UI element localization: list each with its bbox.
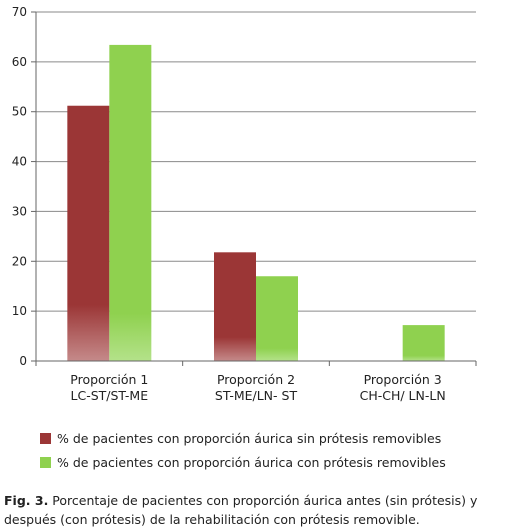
legend-item-series-2: % de pacientes con proporción áurica con… [40,452,446,472]
axis-labels: 0 10 20 30 40 50 60 70 Proporción 1LC-ST/ST-ME Pr… [12,5,446,403]
x-tick-label: Proporción 1 [70,372,148,387]
bar-series1-cat2 [214,252,256,361]
y-tick-label: 20 [12,254,27,268]
axes [31,11,477,366]
y-tick-label: 60 [12,55,27,69]
y-tick-label: 50 [12,105,27,119]
bars [67,44,445,362]
x-tick-label: ST-ME/LN- ST [215,388,298,403]
bar-series2-cat1 [109,44,152,362]
x-tick-label: Proporción 2 [217,372,295,387]
figure-caption-text: Porcentaje de pacientes con proporción á… [4,493,478,527]
legend-label-series-1: % de pacientes con proporción áurica sin… [57,430,442,446]
bar-chart: 0 10 20 30 40 50 60 70 Proporción 1LC-ST/ST-ME Pr… [12,5,477,403]
y-tick-label: 40 [12,155,27,169]
y-tick-label: 70 [12,5,27,19]
bar-series1-cat1 [67,105,110,361]
y-tick-label: 0 [19,354,27,368]
figure-label: Fig. 3. [4,493,49,508]
bar-series2-cat3 [402,325,445,361]
x-tick-label: Proporción 3 [364,372,442,387]
legend-swatch-series-1 [40,432,51,444]
y-tick-label: 30 [12,204,27,218]
x-tick-label: CH-CH/ LN-LN [360,388,446,403]
y-tick-label: 10 [12,304,27,318]
figure-caption: Fig. 3. Porcentaje de pacientes con prop… [4,491,509,529]
bar-series2-cat2 [256,276,298,361]
x-tick-label: LC-ST/ST-ME [71,388,149,403]
legend-item-series-1: % de pacientes con proporción áurica sin… [40,428,446,448]
legend: % de pacientes con proporción áurica sin… [40,428,446,476]
legend-swatch-series-2 [40,456,51,468]
legend-label-series-2: % de pacientes con proporción áurica con… [57,454,446,470]
